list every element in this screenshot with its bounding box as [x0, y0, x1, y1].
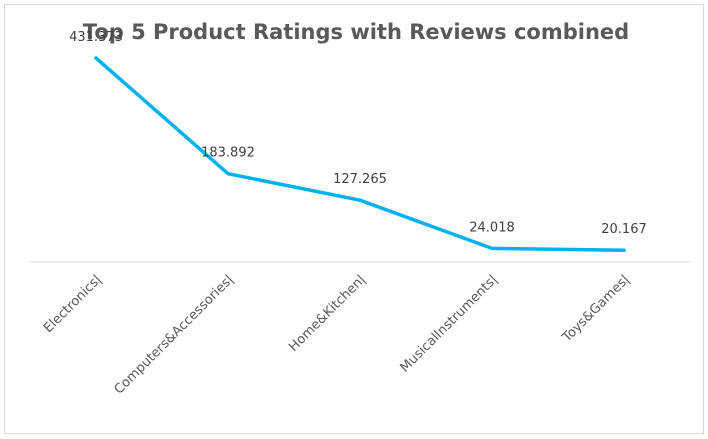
chart-title: Top 5 Product Ratings with Reviews combi… [83, 20, 629, 44]
data-label: 127.265 [333, 172, 387, 187]
x-tick-label: MusicalInstruments| [397, 272, 500, 375]
data-labels: 431.373 183.892 127.265 24.018 20.167 [69, 30, 647, 237]
data-point [622, 248, 626, 252]
data-point [226, 172, 230, 176]
x-tick-label: Electronics| [41, 272, 105, 336]
x-tick-label: Computers&Accessories| [112, 272, 237, 397]
series-line [94, 56, 626, 252]
x-tick-label: Toys&Games| [559, 272, 633, 346]
data-label: 431.373 [69, 30, 123, 45]
data-point [490, 246, 494, 250]
x-axis-tick-labels: Electronics| Computers&Accessories| Home&K… [41, 272, 633, 397]
data-label: 183.892 [201, 146, 255, 161]
series-layer [94, 56, 626, 252]
x-tick-label: Home&Kitchen| [286, 272, 369, 355]
data-label: 24.018 [469, 220, 515, 235]
chart-frame [4, 4, 704, 434]
data-label: 20.167 [601, 222, 647, 237]
data-point [94, 56, 98, 60]
data-point [358, 198, 362, 202]
